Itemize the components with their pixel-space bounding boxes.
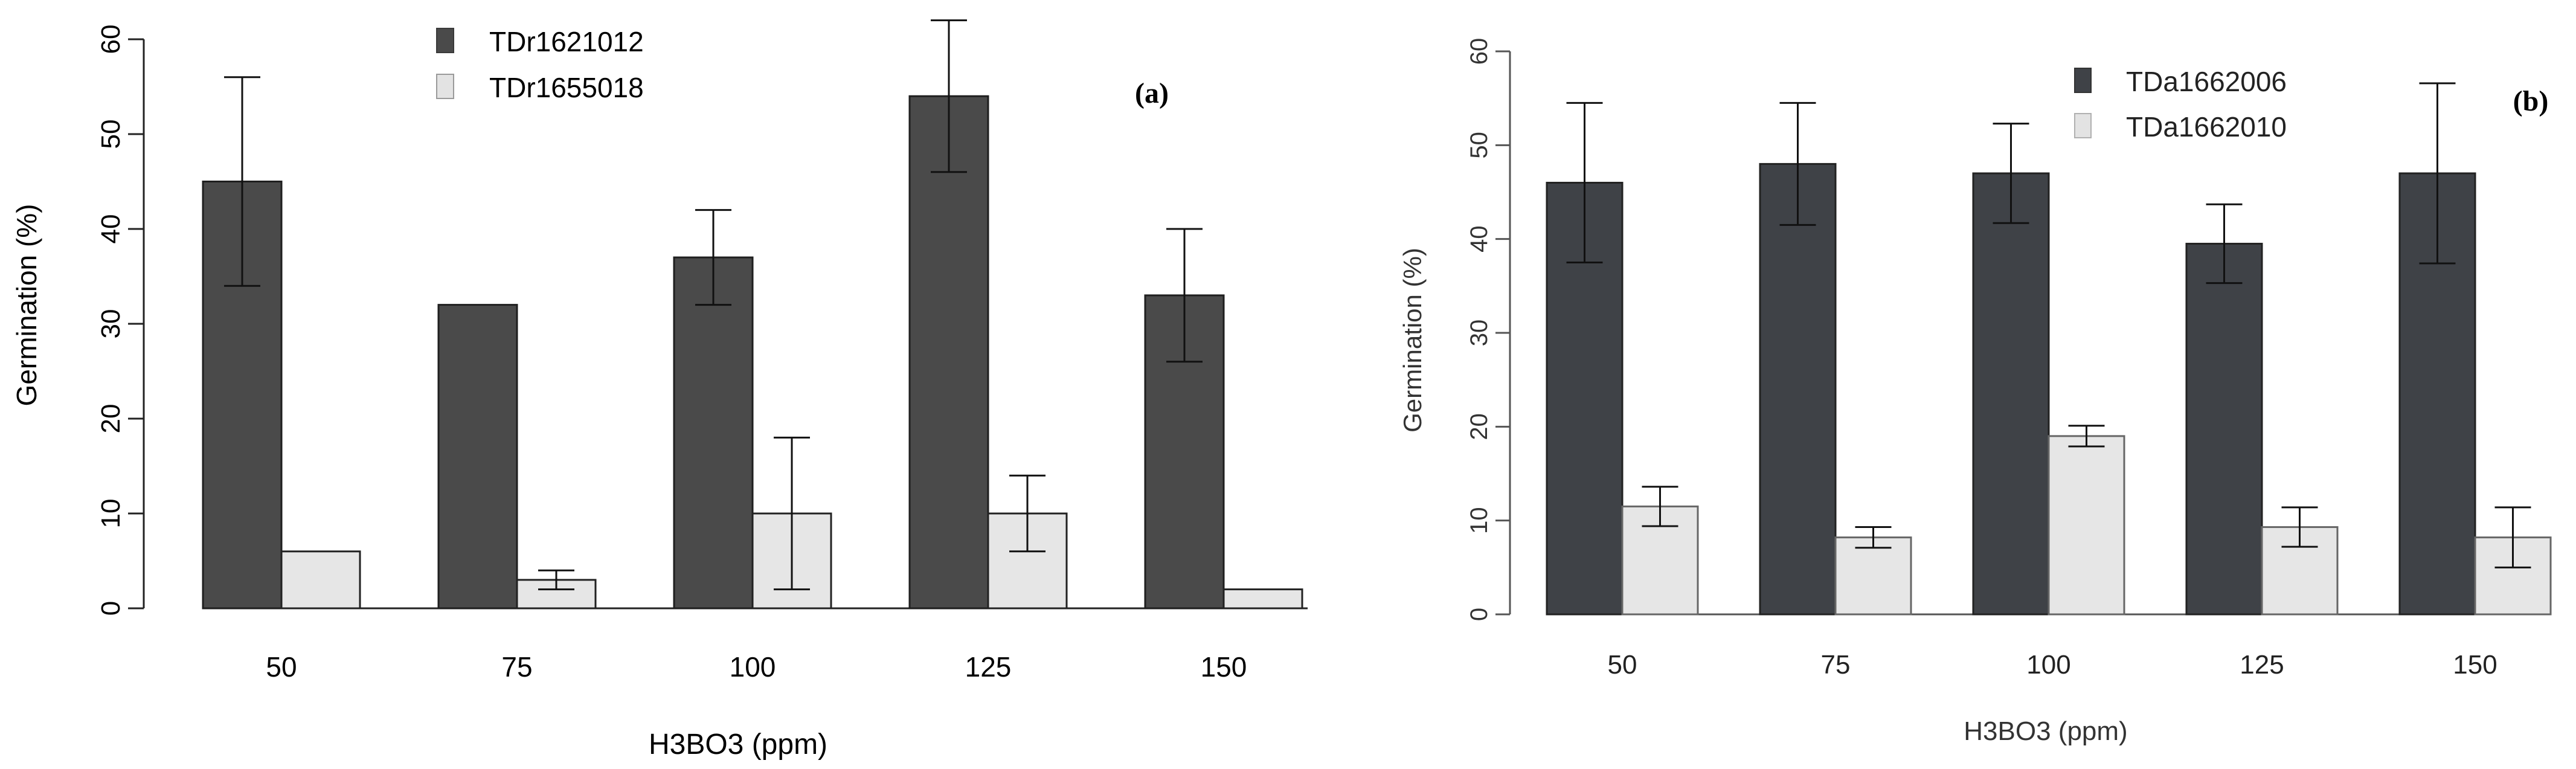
legend-label-tda1662006: TDa1662006 [2126, 66, 2287, 97]
error-bar-tda1662010-125 [2281, 506, 2318, 548]
bar-tda1662006-125 [2185, 242, 2263, 616]
panel-a-x-tick-label-150: 150 [1201, 651, 1247, 683]
panel-a-legend: TDr1621012 TDr1655018 [436, 26, 644, 103]
panel-b-tag: (b) [2513, 85, 2549, 117]
error-bar-tda1662006-125 [2206, 203, 2243, 285]
panel-a-ylabel: Germination (%) [11, 204, 42, 407]
bar-tdr1655018-150 [1222, 588, 1303, 610]
legend-swatch-tdr1621012 [436, 28, 454, 53]
legend-label-tda1662010: TDa1662010 [2126, 111, 2287, 143]
bar-tdr1655018-50 [280, 550, 361, 610]
panel-b-x-tick-label-150: 150 [2453, 650, 2497, 680]
legend-label-tdr1621012: TDr1621012 [489, 26, 644, 57]
error-bar-tda1662006-75 [1779, 101, 1816, 226]
panel-a-x-tick-label-75: 75 [501, 651, 532, 683]
panel-b-y-tick-label-60: 60 [1466, 38, 1492, 65]
panel-b-y-tick-label-20: 20 [1466, 413, 1492, 440]
bar-tda1662010-75 [1834, 536, 1912, 616]
panel-b-x-tick-label-50: 50 [1608, 650, 1637, 680]
panel-a-tag: (a) [1135, 77, 1169, 109]
legend-label-tdr1655018: TDr1655018 [489, 72, 644, 103]
panel-a-y-tick-label-10: 10 [96, 499, 126, 529]
error-bar-tda1662006-100 [1993, 123, 2029, 224]
panel-a-y-tick-label-40: 40 [96, 214, 126, 244]
chart-panel-b: Germination (%) H3BO3 (ppm) (b) TDa16620… [1398, 38, 2552, 746]
error-bar-tda1662010-150 [2494, 506, 2531, 568]
panel-a-xlabel: H3BO3 (ppm) [649, 729, 827, 761]
error-bar-tda1662006-50 [1566, 101, 1603, 263]
bar-tda1662006-100 [1972, 172, 2050, 616]
panel-a-x-tick-label-50: 50 [266, 651, 297, 683]
error-bar-tda1662010-50 [1642, 486, 1678, 527]
error-bar-tdr1655018-75 [538, 569, 574, 591]
legend-swatch-tda1662010 [2074, 113, 2092, 138]
panel-b-y-tick-label-50: 50 [1466, 132, 1492, 158]
panel-b-x-tick-label-125: 125 [2240, 650, 2284, 680]
bar-tdr1621012-50 [202, 181, 283, 610]
panel-b-y-tick-label-30: 30 [1466, 320, 1492, 347]
panel-a-y-tick-label-30: 30 [96, 309, 126, 339]
panel-b-legend: TDa1662006 TDa1662010 [2074, 66, 2287, 143]
panel-a-y-tick-label-20: 20 [96, 404, 126, 434]
error-bar-tdr1621012-50 [224, 76, 260, 287]
chart-panel-a: Germination (%) H3BO3 (ppm) (a) TDr16210… [11, 19, 1308, 761]
legend-swatch-tda1662006 [2074, 68, 2092, 93]
error-bar-tdr1621012-125 [931, 19, 967, 173]
bar-tdr1621012-100 [673, 256, 754, 610]
error-bar-tda1662010-75 [1855, 526, 1892, 549]
bar-tda1662010-100 [2048, 435, 2125, 616]
bar-tdr1621012-125 [908, 95, 989, 610]
panel-b-x-tick-label-100: 100 [2026, 650, 2070, 680]
error-bar-tdr1621012-100 [695, 209, 731, 306]
error-bar-tdr1655018-125 [1009, 474, 1045, 553]
panel-a-y-tick-label-60: 60 [96, 25, 126, 54]
error-bar-tdr1621012-150 [1166, 228, 1203, 363]
bar-tdr1621012-75 [437, 304, 518, 610]
panel-b-x-tick-label-75: 75 [1821, 650, 1851, 680]
legend-swatch-tdr1655018 [436, 74, 454, 99]
panel-b-y-tick-label-10: 10 [1466, 507, 1492, 534]
error-bar-tdr1655018-100 [774, 436, 810, 591]
panel-a-x-tick-label-100: 100 [730, 651, 776, 683]
panel-b-xlabel: H3BO3 (ppm) [1964, 716, 2127, 746]
panel-b-y-tick-label-40: 40 [1466, 225, 1492, 253]
error-bar-tda1662010-100 [2068, 425, 2105, 448]
panel-b-y-tick-label-0: 0 [1466, 608, 1492, 621]
panel-a-x-tick-label-125: 125 [965, 651, 1012, 683]
panel-b-ylabel: Germination (%) [1398, 248, 1427, 433]
panel-a-y-tick-label-0: 0 [96, 601, 126, 616]
error-bar-tda1662006-150 [2419, 82, 2456, 265]
panel-a-y-tick-label-50: 50 [96, 120, 126, 149]
bar-tda1662006-75 [1759, 162, 1837, 616]
